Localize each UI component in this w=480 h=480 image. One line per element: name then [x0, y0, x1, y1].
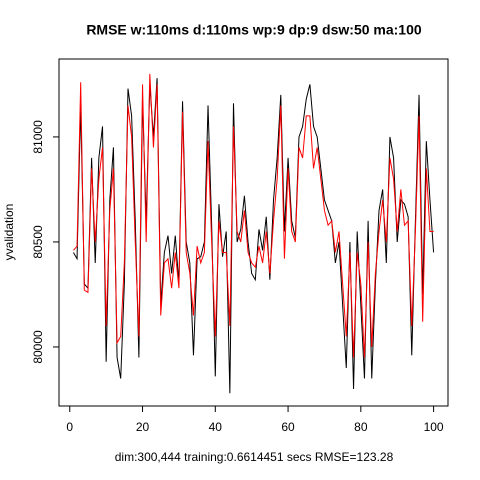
x-tick-label: 40 — [209, 420, 223, 434]
x-tick-label: 80 — [354, 420, 368, 434]
x-axis-label: dim:300,444 training:0.6614451 secs RMSE… — [115, 450, 394, 464]
x-tick-label: 20 — [136, 420, 150, 434]
y-tick-label: 81000 — [31, 120, 45, 154]
chart-title: RMSE w:110ms d:110ms wp:9 dp:9 dsw:50 ma… — [86, 22, 422, 38]
y-tick-label: 80500 — [31, 225, 45, 259]
x-tick-label: 0 — [66, 420, 73, 434]
series-line — [72, 78, 435, 394]
series-line — [73, 73, 434, 358]
x-tick-label: 100 — [424, 420, 444, 434]
y-tick-label: 80000 — [31, 330, 45, 364]
y-axis-label: yvalidation — [2, 204, 16, 261]
plot-box — [58, 58, 449, 407]
x-tick-label: 60 — [281, 420, 295, 434]
